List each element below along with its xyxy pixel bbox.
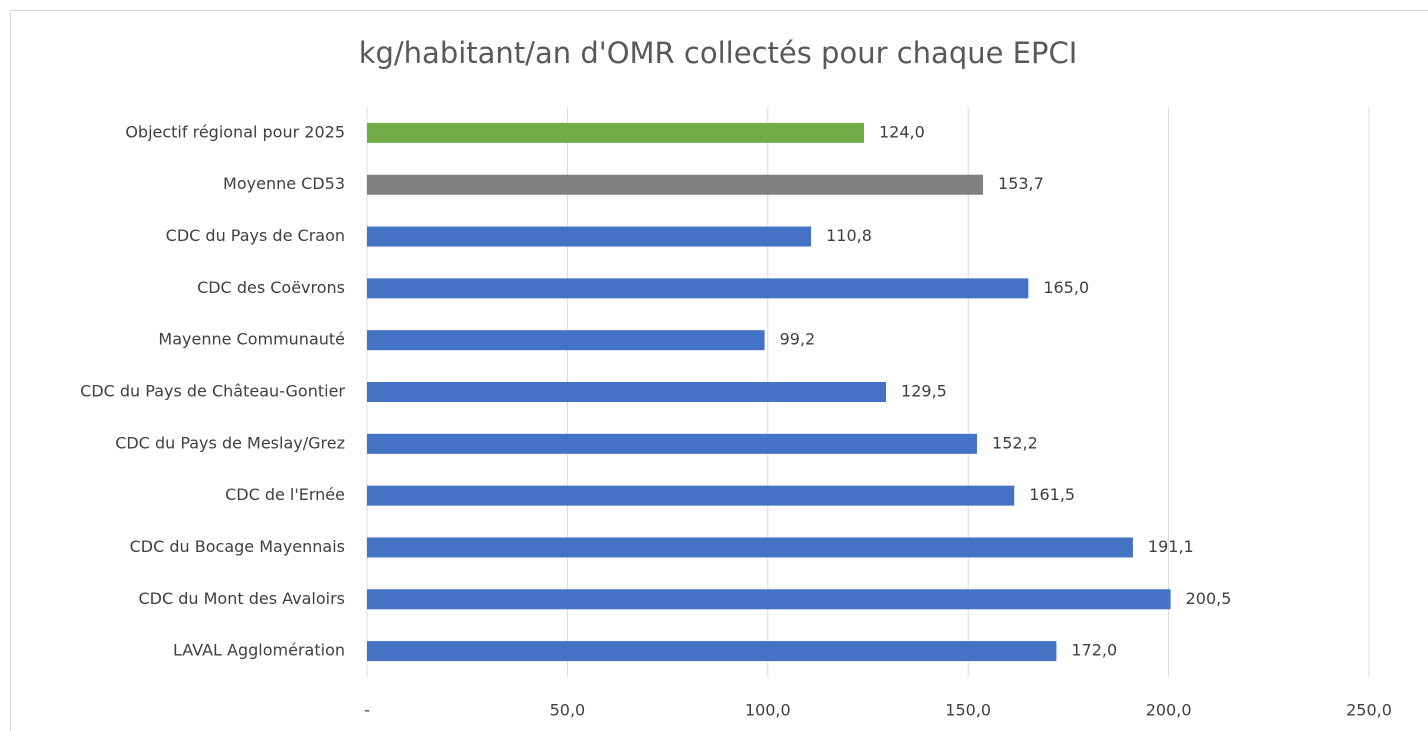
bar — [367, 641, 1057, 662]
bar — [367, 589, 1171, 610]
data-label: 110,8 — [826, 226, 872, 245]
x-tick-label: 50,0 — [550, 701, 586, 720]
data-label: 191,1 — [1148, 537, 1194, 556]
bar — [367, 278, 1029, 299]
x-tick-label: 100,0 — [745, 701, 791, 720]
bar — [367, 330, 765, 351]
data-label: 172,0 — [1071, 641, 1117, 660]
y-tick-label: CDC de l'Ernée — [225, 485, 345, 504]
y-tick-label: CDC du Pays de Château-Gontier — [80, 382, 345, 401]
y-tick-label: CDC du Bocage Mayennais — [130, 537, 345, 556]
x-tick-label: 200,0 — [1146, 701, 1192, 720]
bar — [367, 485, 1015, 506]
data-label: 165,0 — [1043, 278, 1089, 297]
y-tick-label: CDC des Coëvrons — [197, 278, 345, 297]
y-tick-label: CDC du Pays de Craon — [166, 226, 345, 245]
bar — [367, 537, 1133, 558]
x-tick-label: 150,0 — [945, 701, 991, 720]
chart-border — [10, 10, 1428, 731]
y-tick-label: CDC du Mont des Avaloirs — [138, 589, 345, 608]
x-tick-label: 250,0 — [1346, 701, 1392, 720]
chart-title: kg/habitant/an d'OMR collectés pour chaq… — [359, 36, 1078, 70]
bar — [367, 122, 864, 143]
y-tick-label: CDC du Pays de Meslay/Grez — [115, 433, 345, 452]
y-tick-label: Moyenne CD53 — [223, 174, 345, 193]
data-label: 153,7 — [998, 174, 1044, 193]
bar — [367, 433, 978, 454]
data-label: 99,2 — [780, 330, 816, 349]
bar — [367, 174, 984, 195]
data-label: 129,5 — [901, 382, 947, 401]
bar — [367, 226, 812, 247]
data-label: 161,5 — [1029, 485, 1075, 504]
y-tick-label: Objectif régional pour 2025 — [125, 122, 345, 141]
data-label: 152,2 — [992, 433, 1038, 452]
bar — [367, 382, 887, 402]
x-tick-label: - — [364, 701, 370, 720]
y-tick-label: LAVAL Agglomération — [173, 641, 345, 660]
y-tick-label: Mayenne Communauté — [158, 330, 345, 349]
data-label: 124,0 — [879, 122, 925, 141]
data-label: 200,5 — [1186, 589, 1232, 608]
